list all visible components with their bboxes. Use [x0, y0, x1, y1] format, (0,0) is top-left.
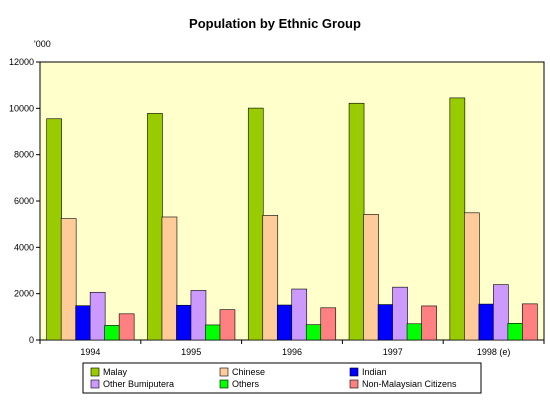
legend-swatch — [90, 367, 100, 377]
bar-chinese-1996 — [262, 215, 279, 341]
y-tick-label: 10000 — [9, 103, 34, 113]
bar-chinese-1994 — [60, 218, 77, 341]
bar-others-1998 — [507, 323, 524, 341]
legend-label: Others — [232, 379, 260, 389]
bar-non-malaysian-citizens-1997 — [421, 305, 437, 341]
bar-chinese-1998 — [464, 212, 480, 341]
legend-swatch — [219, 367, 229, 377]
bar-others-1995 — [205, 324, 221, 341]
bar-non-malaysian-citizens-1996 — [320, 307, 337, 341]
bar-malay-1996 — [247, 107, 264, 341]
chart-title: Population by Ethnic Group — [189, 16, 361, 31]
x-tick-label: 1994 — [80, 347, 100, 357]
bar-other-bumiputera-1996 — [291, 288, 308, 341]
bar-non-malaysian-citizens-1994 — [118, 313, 135, 341]
bar-malay-1995 — [147, 113, 163, 341]
legend-swatch — [349, 367, 359, 377]
bar-non-malaysian-citizens-1998 — [522, 303, 538, 341]
legend-label: Non-Malaysian Citizens — [362, 379, 457, 389]
legend-label: Malay — [103, 367, 128, 377]
x-tick-label: 1998 (e) — [477, 347, 511, 357]
legend: Malay Chinese Indian Other Bumiputera Others… — [82, 362, 482, 394]
y-tick-label: 2000 — [14, 289, 34, 299]
legend-swatch — [90, 379, 100, 389]
bar-others-1997 — [406, 323, 423, 341]
bar-others-1994 — [104, 325, 120, 341]
bar-indian-1994 — [75, 305, 91, 341]
bar-non-malaysian-citizens-1995 — [219, 309, 236, 341]
bars-group — [46, 97, 538, 341]
bar-indian-1995 — [176, 304, 192, 341]
x-tick-label: 1997 — [383, 347, 403, 357]
x-axis: 1994 1995 1996 1997 1998 (e) — [39, 340, 545, 357]
legend-label: Chinese — [232, 367, 265, 377]
bar-other-bumiputera-1998 — [493, 284, 509, 341]
y-tick-label: 8000 — [14, 150, 34, 160]
x-tick-label: 1996 — [282, 347, 302, 357]
y-tick-label: 4000 — [14, 242, 34, 252]
legend-box — [82, 362, 482, 394]
legend-swatch — [219, 379, 229, 389]
y-tick-label: 6000 — [14, 196, 34, 206]
y-axis: 0 2000 4000 6000 8000 10000 12000 — [9, 57, 40, 345]
bar-indian-1998 — [478, 303, 495, 341]
x-tick-label: 1995 — [181, 347, 201, 357]
bar-other-bumiputera-1997 — [392, 286, 408, 341]
legend-label: Other Bumiputera — [103, 379, 174, 389]
bar-chinese-1997 — [363, 214, 379, 341]
bar-other-bumiputera-1994 — [89, 291, 106, 341]
bar-malay-1994 — [46, 118, 62, 341]
y-tick-label: 0 — [29, 335, 34, 345]
bar-indian-1996 — [276, 304, 293, 341]
legend-label: Indian — [362, 367, 387, 377]
y-unit-label: '000 — [34, 39, 51, 49]
y-tick-label: 12000 — [9, 57, 34, 67]
bar-others-1996 — [305, 324, 322, 341]
bar-malay-1997 — [348, 102, 365, 341]
bar-other-bumiputera-1995 — [190, 290, 207, 341]
bar-malay-1998 — [449, 97, 466, 341]
legend-swatch — [349, 379, 359, 389]
bar-indian-1997 — [377, 304, 394, 341]
bar-chinese-1995 — [161, 216, 178, 341]
